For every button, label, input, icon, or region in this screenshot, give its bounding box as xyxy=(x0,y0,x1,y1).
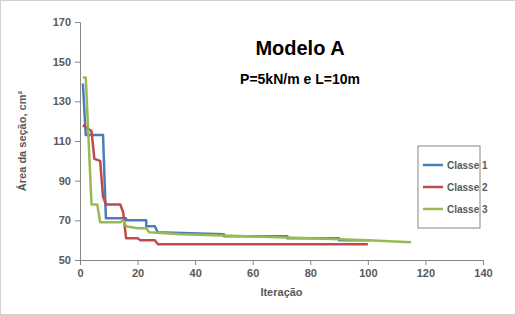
tick-mark xyxy=(75,62,80,63)
plot-area xyxy=(83,78,411,245)
tick-label: 140 xyxy=(474,267,492,279)
title: Modelo A xyxy=(255,37,344,59)
legend-swatch xyxy=(423,186,443,189)
tick-label: 100 xyxy=(359,267,377,279)
tick: 20 xyxy=(132,260,144,279)
series-line xyxy=(83,78,411,243)
tick-label: 80 xyxy=(305,267,317,279)
tick: 40 xyxy=(190,260,202,279)
tick: 130 xyxy=(53,95,80,107)
tick-label: 90 xyxy=(59,175,71,187)
legend-swatch xyxy=(423,164,443,167)
tick-mark xyxy=(253,260,254,265)
tick-label: 110 xyxy=(53,135,71,147)
tick-label: 50 xyxy=(59,254,71,266)
tick-label: 170 xyxy=(53,16,71,28)
chart: 0 20 40 60 80 100 120 140 50 70 90 110 130 150 170 Mode… xyxy=(0,0,516,315)
tick-mark xyxy=(483,260,484,265)
tick-label: 40 xyxy=(190,267,202,279)
x-axis-title: Iteração xyxy=(260,286,302,298)
tick-label: 70 xyxy=(59,214,71,226)
tick-mark xyxy=(138,260,139,265)
tick: 110 xyxy=(53,135,80,147)
tick-mark xyxy=(75,141,80,142)
tick-mark xyxy=(195,260,196,265)
tick-mark xyxy=(75,181,80,182)
tick: 50 xyxy=(59,254,80,266)
tick-mark xyxy=(75,101,80,102)
y-axis: 50 70 90 110 130 150 170 xyxy=(53,16,81,266)
tick-mark xyxy=(368,260,369,265)
chart-border xyxy=(1,1,516,315)
tick-mark xyxy=(75,220,80,221)
subtitle: P=5kN/m e L=10m xyxy=(240,71,360,87)
legend-swatch xyxy=(423,208,443,211)
tick-label: 130 xyxy=(53,95,71,107)
y-axis-title: Área da seção, cm² xyxy=(16,91,28,192)
tick-label: 0 xyxy=(77,267,83,279)
tick: 60 xyxy=(247,260,259,279)
tick-label: 120 xyxy=(417,267,435,279)
tick: 90 xyxy=(59,175,80,187)
axis-line xyxy=(75,23,81,261)
tick-mark xyxy=(310,260,311,265)
tick-mark xyxy=(75,260,80,261)
tick-label: 150 xyxy=(53,56,71,68)
tick: 70 xyxy=(59,214,80,226)
legend-label: Classe 3 xyxy=(447,204,488,215)
tick: 140 xyxy=(474,260,492,279)
legend-label: Classe 1 xyxy=(447,160,488,171)
legend-label: Classe 2 xyxy=(447,182,488,193)
tick: 170 xyxy=(53,16,80,28)
tick: 80 xyxy=(305,260,317,279)
tick-label: 60 xyxy=(247,267,259,279)
tick: 120 xyxy=(417,260,435,279)
tick: 0 xyxy=(77,260,83,279)
tick-mark xyxy=(425,260,426,265)
x-axis: 0 20 40 60 80 100 120 140 xyxy=(77,260,492,279)
tick: 150 xyxy=(53,56,80,68)
tick: 100 xyxy=(359,260,377,279)
legend: Classe 1 Classe 2 Classe 3 xyxy=(418,146,488,228)
series-line xyxy=(83,83,371,240)
tick-label: 20 xyxy=(132,267,144,279)
axis-line xyxy=(81,261,484,266)
tick-mark xyxy=(75,22,80,23)
